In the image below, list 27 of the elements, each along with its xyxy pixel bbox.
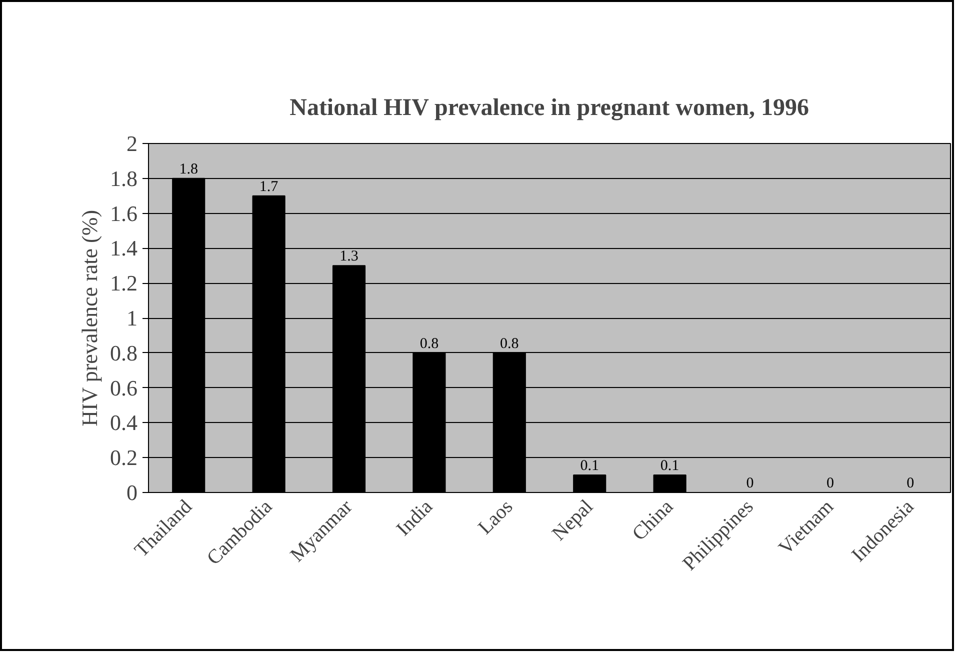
- y-axis-title: HIV prevalence rate (%): [77, 210, 102, 426]
- data-label: 0.1: [660, 458, 680, 474]
- bar: [573, 474, 606, 492]
- data-label: 1.3: [340, 248, 358, 265]
- data-label: 0: [826, 476, 834, 492]
- bar: [653, 474, 686, 492]
- data-label: 0: [906, 476, 914, 492]
- y-tick-label: 0: [126, 480, 138, 505]
- data-label: 0: [746, 476, 754, 492]
- y-tick-label: 1.8: [110, 166, 138, 191]
- y-tick-label: 1.4: [110, 236, 138, 261]
- chart-title: National HIV prevalence in pregnant women, 1996: [290, 95, 809, 121]
- y-tick-label: 1: [126, 306, 138, 330]
- data-label: 0.1: [580, 458, 599, 474]
- y-tick-label: 0.4: [110, 410, 138, 436]
- y-tick-label: 0.2: [110, 445, 138, 470]
- y-tick-label: 1.2: [110, 270, 138, 296]
- y-tick-label: 2: [126, 131, 138, 156]
- data-label: 0.8: [420, 336, 439, 352]
- data-label: 1.8: [179, 161, 198, 178]
- y-tick-label: 0.6: [110, 375, 138, 400]
- data-label: 0.8: [500, 336, 519, 352]
- y-tick-label: 1.6: [110, 200, 138, 226]
- data-label: 1.7: [259, 178, 279, 195]
- y-tick-label: 0.8: [110, 340, 138, 366]
- x-tick-label: India: [392, 496, 438, 540]
- x-tick-label: Laos: [474, 496, 518, 539]
